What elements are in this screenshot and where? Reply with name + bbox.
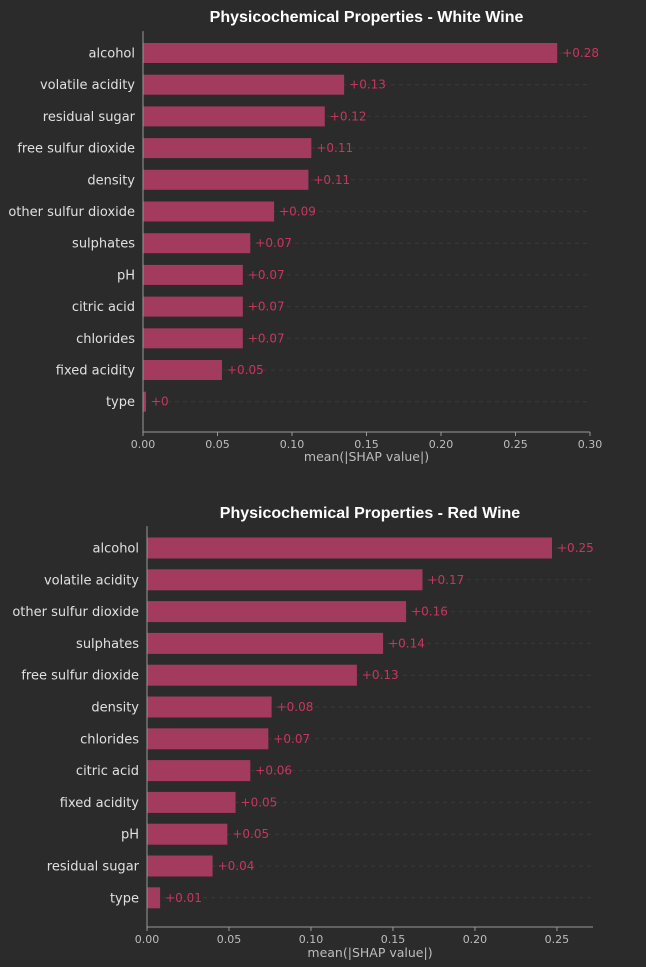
- value-label: +0.04: [218, 859, 255, 873]
- category-label: type: [110, 891, 139, 906]
- category-label: volatile acidity: [44, 573, 139, 588]
- category-label: sulphates: [72, 237, 135, 252]
- value-label: +0.06: [255, 764, 292, 778]
- value-label: +0.07: [255, 236, 292, 250]
- chart-title: Physicochemical Properties - White Wine: [210, 9, 524, 26]
- bar: [143, 106, 325, 127]
- value-label: +0.08: [277, 700, 314, 714]
- value-label: +0.13: [349, 78, 386, 92]
- bar: [147, 537, 553, 559]
- value-label: +0.07: [248, 300, 285, 314]
- bar: [147, 887, 161, 909]
- value-label: +0.05: [232, 827, 269, 841]
- bar: [147, 760, 251, 782]
- bar: [143, 138, 312, 159]
- category-label: other sulfur dioxide: [8, 205, 135, 220]
- x-tick-label: 0.05: [205, 438, 230, 451]
- bar: [143, 360, 222, 380]
- bar: [147, 791, 236, 813]
- x-tick-label: 0.25: [503, 438, 528, 451]
- x-tick-label: 0.20: [463, 933, 488, 946]
- value-label: +0.11: [316, 141, 353, 155]
- category-label: pH: [117, 268, 135, 283]
- category-label: citric acid: [76, 764, 139, 779]
- x-tick-label: 0.20: [429, 438, 454, 451]
- bar: [143, 328, 243, 349]
- x-tick-label: 0.10: [299, 933, 324, 946]
- bar: [143, 233, 251, 254]
- value-label: +0.17: [427, 573, 464, 587]
- bar: [143, 201, 275, 222]
- bar: [143, 296, 243, 317]
- value-label: +0.25: [557, 541, 594, 555]
- bar: [147, 601, 407, 623]
- x-axis-label: mean(|SHAP value|): [304, 449, 429, 464]
- category-label: fixed acidity: [60, 796, 140, 811]
- chart-white-wine: Physicochemical Properties - White Wine a…: [8, 9, 603, 464]
- value-label: +0.28: [562, 46, 599, 60]
- value-label: +0.11: [313, 173, 350, 187]
- bar: [143, 391, 146, 412]
- value-label: +0.14: [388, 636, 425, 650]
- bar: [147, 569, 423, 591]
- bar: [143, 169, 309, 190]
- bar: [143, 74, 345, 95]
- category-label: chlorides: [76, 332, 135, 347]
- value-label: +0.07: [273, 732, 310, 746]
- category-label: sulphates: [76, 637, 139, 652]
- x-tick-label: 0.00: [135, 933, 160, 946]
- category-label: type: [106, 395, 135, 410]
- x-tick-label: 0.25: [545, 933, 570, 946]
- chart-red-wine: Physicochemical Properties - Red Wine alc…: [12, 505, 594, 960]
- chart-title: Physicochemical Properties - Red Wine: [220, 505, 521, 522]
- category-label: fixed acidity: [56, 364, 136, 379]
- bar: [147, 696, 272, 718]
- category-label: alcohol: [89, 47, 135, 62]
- value-label: +0.07: [248, 268, 285, 282]
- x-tick-label: 0.10: [280, 438, 305, 451]
- value-label: +0: [151, 395, 169, 409]
- bar: [147, 823, 228, 845]
- x-tick-label: 0.05: [217, 933, 242, 946]
- category-label: residual sugar: [43, 110, 136, 125]
- value-label: +0.16: [411, 605, 448, 619]
- x-tick-label: 0.00: [131, 438, 156, 451]
- value-label: +0.01: [165, 891, 202, 905]
- value-label: +0.12: [330, 109, 367, 123]
- value-label: +0.05: [227, 363, 264, 377]
- bar: [147, 664, 357, 686]
- category-label: free sulfur dioxide: [17, 142, 135, 157]
- bar: [147, 728, 269, 750]
- bar: [143, 43, 558, 63]
- value-label: +0.05: [241, 795, 278, 809]
- category-label: density: [91, 701, 139, 716]
- x-axis-label: mean(|SHAP value|): [307, 945, 432, 960]
- category-label: other sulfur dioxide: [12, 605, 139, 620]
- value-label: +0.09: [279, 205, 316, 219]
- category-label: citric acid: [72, 300, 135, 315]
- category-label: free sulfur dioxide: [21, 669, 139, 684]
- bar: [147, 855, 213, 877]
- bar: [147, 632, 384, 654]
- x-tick-label: 0.15: [354, 438, 379, 451]
- category-label: density: [87, 173, 135, 188]
- value-label: +0.13: [362, 668, 399, 682]
- x-tick-label: 0.30: [578, 438, 603, 451]
- category-label: volatile acidity: [40, 78, 135, 93]
- category-label: residual sugar: [47, 860, 140, 875]
- category-label: pH: [121, 828, 139, 843]
- category-label: chlorides: [80, 732, 139, 747]
- value-label: +0.07: [248, 331, 285, 345]
- x-tick-label: 0.15: [381, 933, 406, 946]
- bar: [143, 264, 243, 285]
- category-label: alcohol: [93, 542, 139, 557]
